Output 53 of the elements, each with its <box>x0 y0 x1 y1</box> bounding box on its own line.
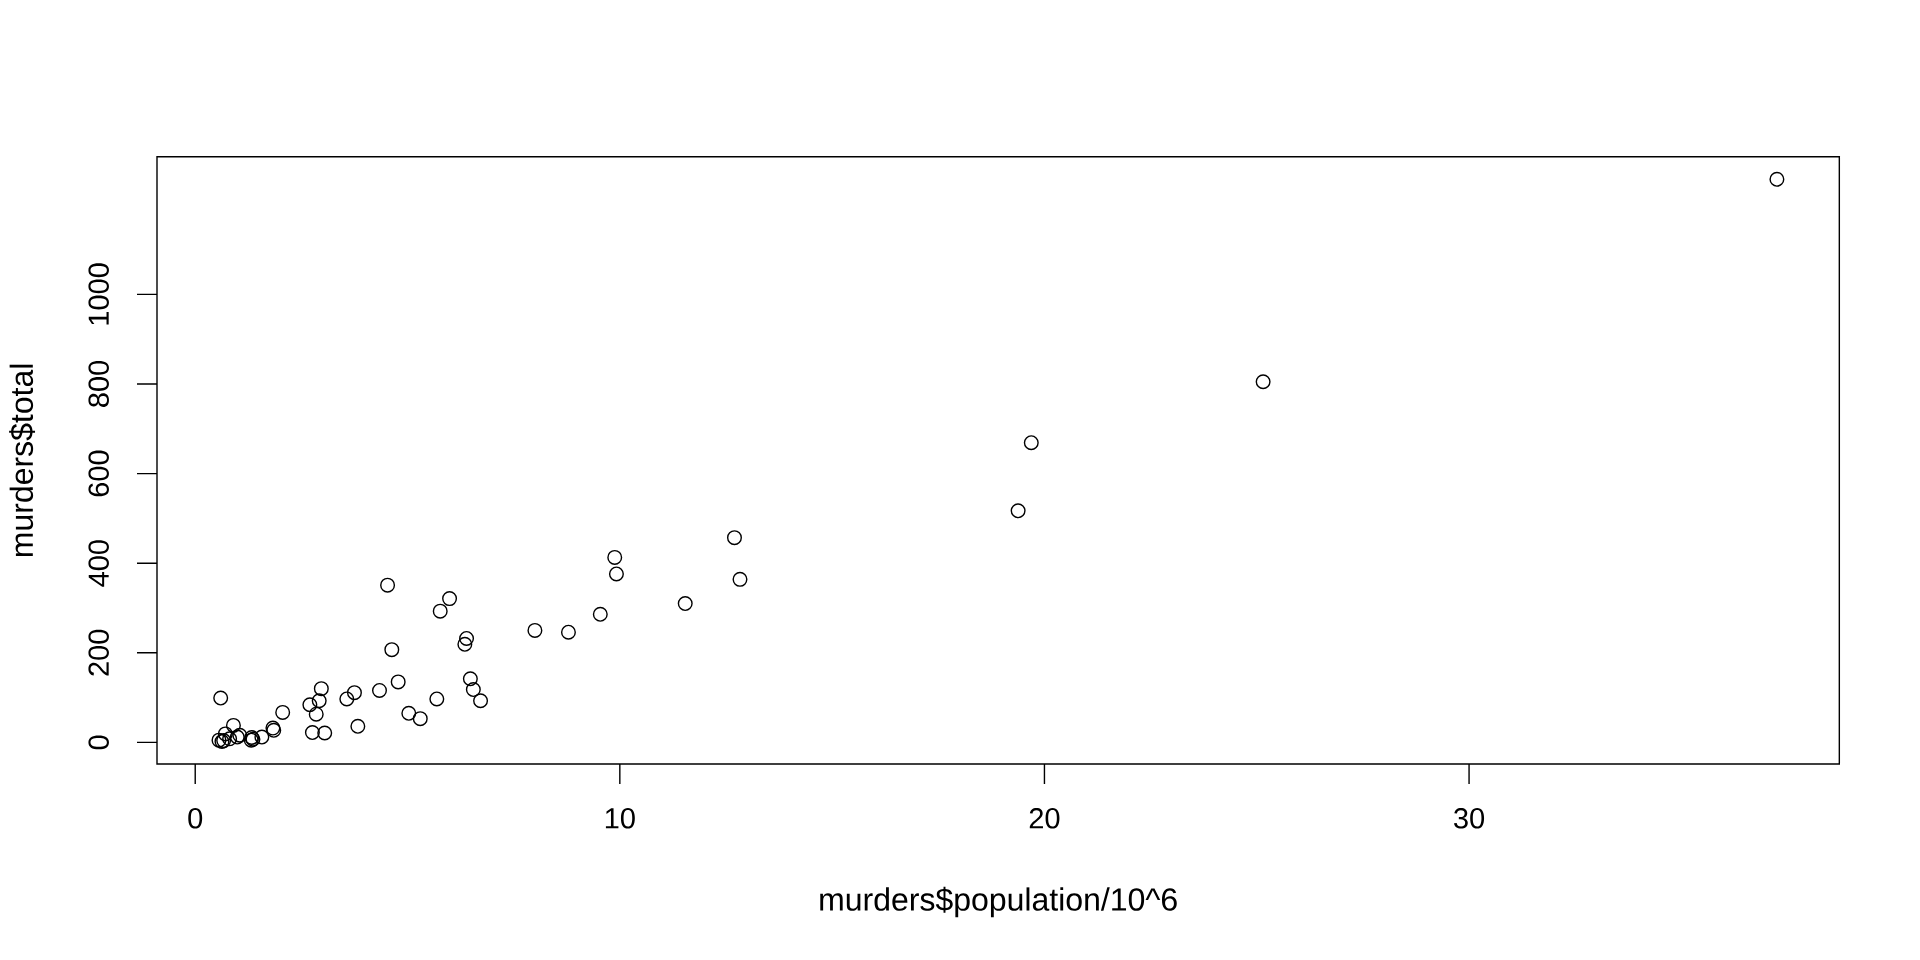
point <box>311 693 327 709</box>
y-tick-label: 800 <box>88 360 109 407</box>
y-tick-label: 0 <box>88 735 109 750</box>
point <box>275 704 291 720</box>
point <box>254 729 270 745</box>
point <box>607 549 623 565</box>
x-tick-label: 20 <box>1029 808 1060 829</box>
point <box>401 705 417 721</box>
point <box>350 718 366 734</box>
point <box>432 603 448 619</box>
point <box>732 571 748 587</box>
x-tick-label: 30 <box>1454 808 1485 829</box>
point <box>429 691 445 707</box>
y-tick-label: 1000 <box>88 263 109 325</box>
point <box>308 706 324 722</box>
point <box>304 725 320 741</box>
y-tick-label: 400 <box>88 540 109 587</box>
point <box>384 642 400 658</box>
point <box>726 530 742 546</box>
point <box>527 622 543 638</box>
y-tick-label: 600 <box>88 450 109 497</box>
point <box>380 577 396 593</box>
point <box>465 682 481 698</box>
x-axis-title: murders$population/10^6 <box>820 886 1177 918</box>
point <box>302 697 318 713</box>
point <box>222 731 238 747</box>
point <box>442 591 458 607</box>
point <box>592 606 608 622</box>
point <box>213 690 229 706</box>
point <box>462 671 478 687</box>
point <box>339 691 355 707</box>
point <box>1769 171 1785 187</box>
point <box>459 630 475 646</box>
point <box>1023 435 1039 451</box>
point <box>225 717 241 733</box>
point <box>317 725 333 741</box>
point <box>560 624 576 640</box>
point <box>313 681 329 697</box>
x-tick-label: 10 <box>605 808 635 829</box>
point <box>677 596 693 612</box>
point <box>473 693 489 709</box>
point <box>390 674 406 690</box>
point <box>346 685 362 701</box>
y-tick-label: 200 <box>88 629 109 676</box>
point <box>372 682 387 698</box>
y-axis-title: murders$total <box>9 364 36 557</box>
point <box>1255 374 1271 390</box>
point <box>457 636 473 652</box>
point <box>217 726 233 742</box>
point <box>1010 503 1026 519</box>
point <box>412 711 428 727</box>
x-tick-label: 0 <box>188 808 203 829</box>
point <box>608 566 624 582</box>
